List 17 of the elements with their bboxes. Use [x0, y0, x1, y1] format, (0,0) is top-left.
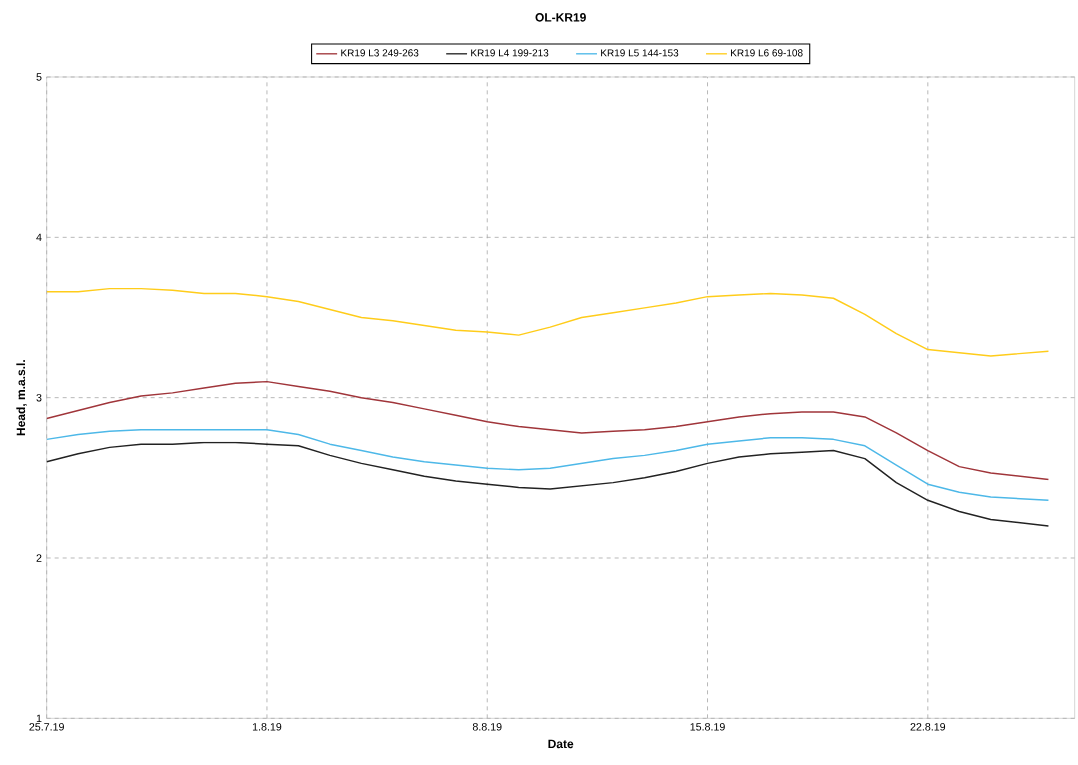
x-tick-label: 1.8.19 [252, 723, 282, 731]
chart-title: OL-KR19 [535, 13, 586, 22]
y-tick-label: 3 [36, 393, 42, 402]
x-tick-label: 8.8.19 [472, 723, 502, 731]
y-tick-label: 5 [36, 73, 42, 81]
legend-label: KR19 L6 69-108 [731, 49, 803, 57]
x-tick-label: 22.8.19 [910, 723, 946, 731]
legend-label: KR19 L5 144-153 [601, 49, 679, 57]
x-tick-label: 25.7.19 [29, 723, 64, 731]
y-tick-label: 4 [36, 233, 42, 241]
y-axis-title: Head, m.a.s.l. [16, 360, 27, 436]
x-axis-title: Date [548, 739, 574, 749]
legend-label: KR19 L3 249-263 [341, 49, 419, 57]
y-tick-label: 2 [36, 554, 42, 562]
y-tick-label: 1 [36, 714, 42, 722]
legend-label: KR19 L4 199-213 [471, 49, 549, 57]
x-tick-label: 15.8.19 [690, 723, 725, 731]
